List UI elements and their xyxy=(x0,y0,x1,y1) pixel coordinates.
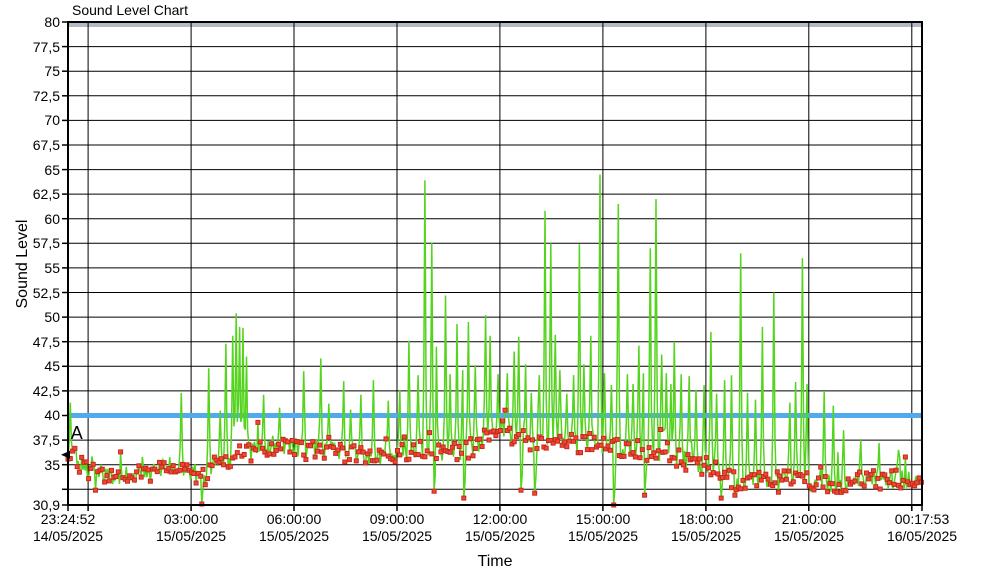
y-tick-label: 30,9 xyxy=(32,497,60,513)
y-tick-label: 60 xyxy=(44,211,60,227)
y-tick-label: 77,5 xyxy=(32,39,60,55)
y-tick-label: 47,5 xyxy=(32,334,60,350)
chart-title: Sound Level Chart xyxy=(72,2,188,18)
x-tick-label: 21:00:00 15/05/2025 xyxy=(773,511,845,544)
y-tick-label: 67,5 xyxy=(32,137,60,153)
y-tick-label: 45 xyxy=(44,358,60,374)
y-tick-label: 70 xyxy=(44,112,60,128)
gridlines xyxy=(68,22,922,505)
x-tick-label: 18:00:00 15/05/2025 xyxy=(670,511,742,544)
plot-top-strip xyxy=(69,23,921,27)
sampled-level-markers xyxy=(65,407,924,508)
y-tick-label: 35 xyxy=(44,457,60,473)
x-axis-label: Time xyxy=(477,553,513,570)
y-tick-label: 65 xyxy=(44,162,60,178)
x-tick-label: 03:00:00 15/05/2025 xyxy=(155,511,227,544)
x-tick-label: 09:00:00 15/05/2025 xyxy=(361,511,433,544)
y-tick-label: 62,5 xyxy=(32,186,60,202)
y-tick-label: 40 xyxy=(44,407,60,423)
y-tick-label: 72,5 xyxy=(32,88,60,104)
x-tick-label: 12:00:00 15/05/2025 xyxy=(464,511,536,544)
y-tick-label: 37,5 xyxy=(32,432,60,448)
y-tick-label: 42,5 xyxy=(32,383,60,399)
y-tick-label: 55 xyxy=(44,260,60,276)
y-tick-label: 52,5 xyxy=(32,285,60,301)
y-tick-label: 80 xyxy=(44,14,60,30)
axis-ticks xyxy=(62,21,923,511)
cursor-label-a: A xyxy=(71,423,83,443)
x-tick-label: 23:24:52 14/05/2025 xyxy=(32,511,104,544)
x-tick-label: 15:00:00 15/05/2025 xyxy=(567,511,639,544)
y-tick-label: 50 xyxy=(44,309,60,325)
y-tick-label: 75 xyxy=(44,63,60,79)
plot-border xyxy=(67,21,923,506)
x-tick-label: 06:00:00 15/05/2025 xyxy=(258,511,330,544)
y-tick-label: 57,5 xyxy=(32,235,60,251)
x-tick-label: 00:17:53 16/05/2025 xyxy=(886,511,958,544)
sound-level-line xyxy=(67,174,923,506)
